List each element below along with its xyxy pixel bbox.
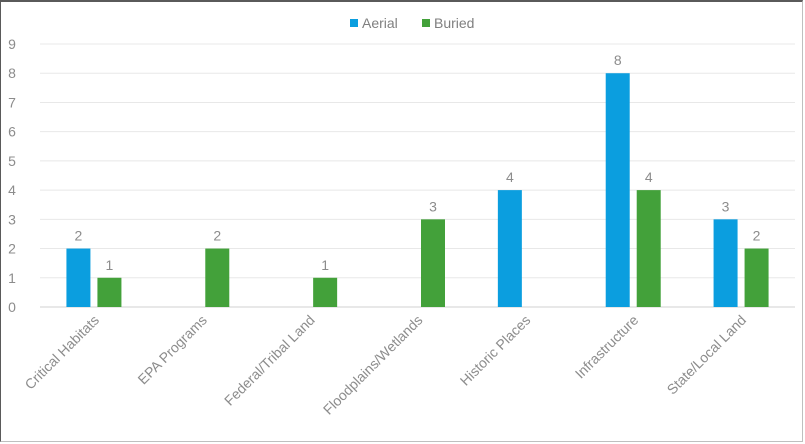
y-tick-label: 6 [8, 124, 16, 140]
data-label: 2 [753, 228, 761, 244]
x-category-label: Infrastructure [572, 312, 642, 382]
y-tick-label: 1 [8, 270, 16, 286]
data-labels: 2 1 2 1 3 4 8 4 3 2 [75, 52, 761, 273]
x-category-label: State/Local Land [664, 312, 750, 398]
bar-buried-1 [205, 248, 230, 307]
x-category-label: Critical Habitats [21, 312, 102, 393]
bar-aerial-0 [66, 248, 91, 307]
y-tick-label: 3 [8, 211, 16, 227]
bar-aerial-4 [497, 190, 522, 307]
data-label: 2 [75, 228, 83, 244]
legend-label-aerial: Aerial [362, 15, 398, 31]
legend-label-buried: Buried [434, 15, 474, 31]
x-category-label: EPA Programs [134, 312, 210, 388]
y-tick-label: 2 [8, 241, 16, 257]
y-tick-label: 8 [8, 65, 16, 81]
gridlines [40, 43, 795, 308]
legend-swatch-buried [422, 19, 430, 27]
y-tick-label: 5 [8, 153, 16, 169]
bars [66, 73, 769, 307]
legend-swatch-aerial [350, 19, 358, 27]
bar-buried-0 [97, 277, 122, 307]
data-label: 1 [106, 257, 114, 273]
bar-buried-3 [421, 219, 445, 307]
y-axis-ticks: 0 1 2 3 4 5 6 7 8 9 [8, 36, 16, 315]
data-label: 3 [722, 198, 730, 214]
bar-aerial-5 [605, 73, 630, 307]
y-tick-label: 9 [8, 36, 16, 52]
y-tick-label: 7 [8, 94, 16, 110]
x-category-label: Floodplains/Wetlands [320, 312, 426, 418]
data-label: 4 [645, 169, 653, 185]
x-axis-categories: Critical Habitats EPA Programs Federal/Tri… [21, 312, 749, 418]
bar-aerial-6 [713, 219, 738, 307]
data-label: 2 [213, 228, 221, 244]
data-label: 1 [321, 257, 329, 273]
y-tick-label: 4 [8, 182, 16, 198]
bar-buried-2 [313, 277, 338, 307]
bar-buried-6 [744, 248, 769, 307]
x-category-label: Historic Places [457, 312, 534, 389]
x-category-label: Federal/Tribal Land [221, 312, 318, 409]
y-tick-label: 0 [8, 299, 16, 315]
legend: Aerial Buried [350, 15, 474, 31]
bar-buried-5 [636, 190, 661, 307]
data-label: 4 [506, 169, 514, 185]
data-label: 8 [614, 52, 622, 68]
data-label: 3 [429, 198, 437, 214]
